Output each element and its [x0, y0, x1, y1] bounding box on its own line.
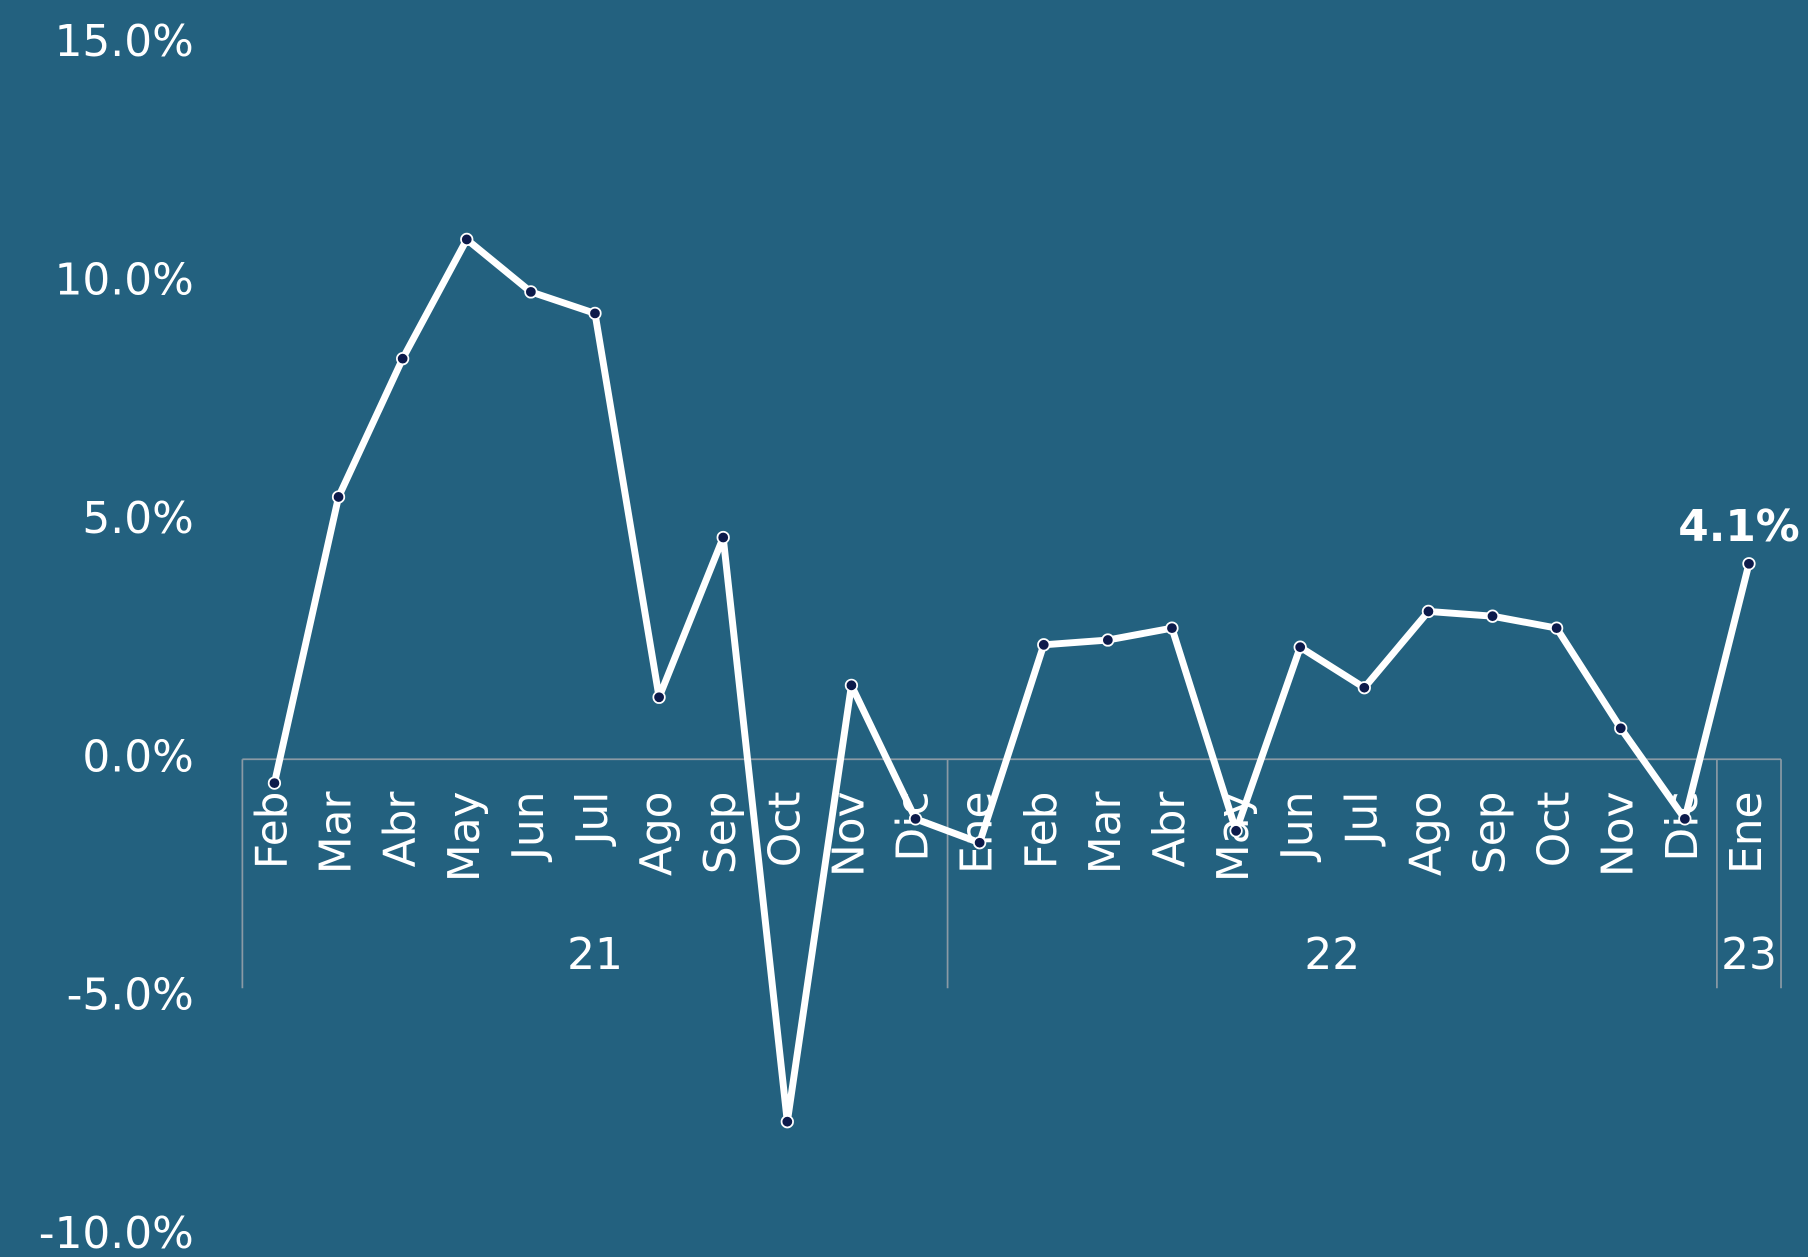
x-tick-label: Feb [246, 792, 297, 870]
y-tick-label: 10.0% [55, 254, 194, 305]
marker [652, 690, 666, 704]
marker [973, 836, 987, 850]
x-tick-label: Jul [1336, 792, 1387, 848]
marker [460, 232, 474, 247]
x-tick-label: Nov [1593, 792, 1644, 877]
x-tick-label: Mar [311, 792, 362, 875]
marker [1614, 721, 1628, 735]
x-tick-label: Feb [1016, 792, 1067, 870]
x-tick-label: May [439, 792, 490, 883]
marker [1165, 621, 1179, 635]
x-tick-label: Jun [503, 792, 554, 863]
marker [844, 678, 859, 692]
marker [1742, 557, 1756, 571]
marker [716, 530, 730, 545]
marker [908, 812, 923, 826]
x-tick-label: Sep [1465, 792, 1516, 875]
group-label: 22 [1304, 929, 1360, 980]
x-tick-label: Mar [1080, 792, 1131, 875]
y-tick-label: 0.0% [82, 731, 193, 782]
x-tick-label: Ago [631, 792, 682, 877]
marker [396, 352, 410, 366]
marker [1229, 824, 1243, 838]
y-tick-label: -5.0% [67, 970, 194, 1021]
marker [267, 776, 282, 790]
marker [780, 1115, 794, 1129]
x-tick-label: Sep [695, 792, 746, 875]
marker [1357, 681, 1371, 695]
marker [524, 285, 538, 299]
x-tick-label: Dic [1657, 792, 1708, 862]
x-tick-label: Abr [375, 792, 426, 868]
y-tick-label: 15.0% [55, 16, 194, 67]
marker [1101, 633, 1115, 647]
x-tick-label: Jun [1272, 792, 1323, 863]
marker [1421, 604, 1436, 619]
y-tick-label: -10.0% [39, 1208, 194, 1257]
value-label: 4.1% [1678, 501, 1799, 552]
marker [1485, 609, 1500, 623]
x-tick-label: Ene [1721, 792, 1772, 874]
marker [1037, 638, 1051, 652]
group-label: 21 [567, 929, 623, 980]
marker [1550, 621, 1564, 635]
marker [1678, 812, 1692, 826]
group-label: 23 [1721, 929, 1777, 980]
marker [331, 490, 346, 504]
x-tick-label: Abr [1144, 792, 1195, 868]
x-tick-label: Jul [567, 792, 618, 848]
marker [1293, 640, 1307, 654]
marker [588, 306, 602, 320]
x-tick-label: Ago [1400, 792, 1451, 877]
x-tick-label: Oct [1529, 792, 1580, 868]
y-tick-label: 5.0% [82, 493, 193, 544]
series-line [271, 235, 1753, 1126]
x-tick-label: Oct [759, 792, 810, 868]
